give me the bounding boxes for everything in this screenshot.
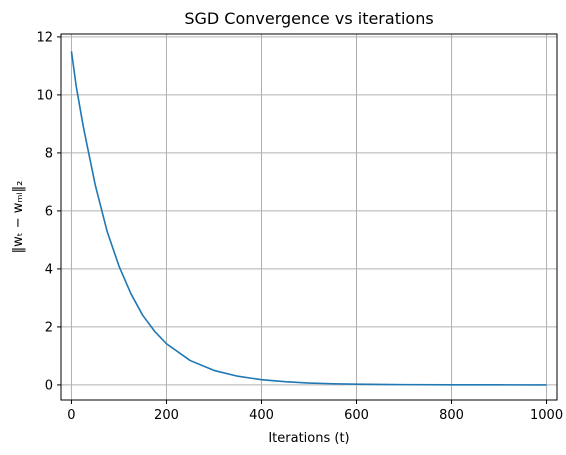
ticks: 0 200 400 600 800 1000 0 2 4 6 8 10 12 <box>36 30 563 423</box>
y-tick-label: 0 <box>45 378 53 393</box>
plot-frame <box>60 33 558 401</box>
x-tick-label: 1000 <box>530 408 563 423</box>
y-tick-label: 4 <box>45 262 53 277</box>
x-tick-label: 400 <box>249 408 274 423</box>
y-tick-label: 6 <box>45 204 53 219</box>
chart-title: SGD Convergence vs iterations <box>184 9 433 28</box>
series-layer <box>70 51 547 386</box>
x-tick-label: 0 <box>67 408 75 423</box>
y-tick-label: 10 <box>36 88 53 103</box>
y-axis-label: ‖wₜ − wₘₗ‖₂ <box>11 181 26 254</box>
x-tick-label: 200 <box>154 408 179 423</box>
series-line <box>70 51 547 386</box>
y-tick-label: 2 <box>45 320 53 335</box>
grid <box>61 34 557 400</box>
x-tick-label: 800 <box>439 408 464 423</box>
y-tick-label: 8 <box>45 146 53 161</box>
x-axis-label: Iterations (t) <box>268 431 349 446</box>
y-tick-label: 12 <box>36 30 53 45</box>
x-tick-label: 600 <box>344 408 369 423</box>
